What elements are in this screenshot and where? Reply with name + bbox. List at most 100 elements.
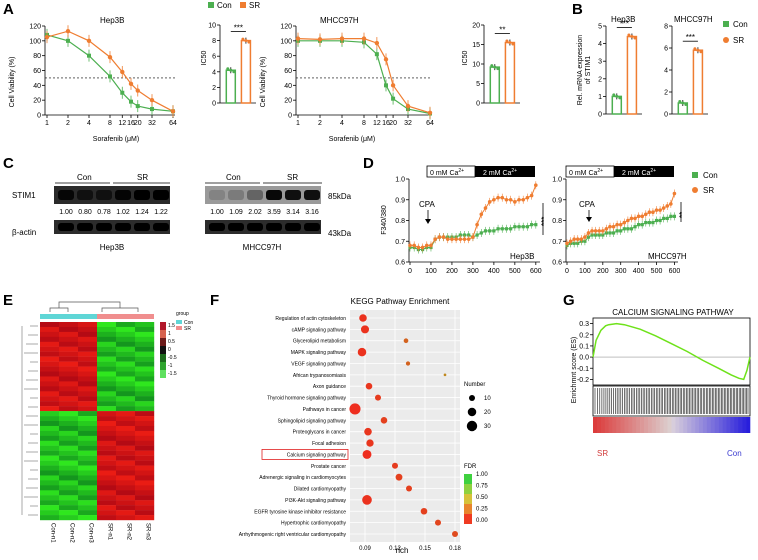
hep3b-blot-actin-band	[58, 223, 74, 231]
hep3b-ic50-ytick-label: 0	[212, 101, 216, 108]
hep3b-calcium-point-sr	[424, 243, 429, 248]
gsea-rank-gradient	[746, 417, 751, 433]
heatmap-cell	[135, 351, 155, 357]
kegg-size-legend-label: 20	[484, 410, 491, 416]
heatmap-cell	[59, 366, 79, 372]
blot-kda-85: 85kDa	[328, 192, 352, 201]
hep3b-viability-ytick-label: 0	[37, 113, 41, 120]
gsea-ylabel: Enrichmnt score (ES)	[571, 337, 578, 404]
mhcc-calcium-point-sr	[583, 235, 587, 239]
hep3b-calcium-xtick-label: 300	[467, 268, 479, 275]
kegg-fdr-label: 0.50	[476, 495, 488, 501]
kegg-pathway-label: EGFR tyrosine kinase inhibitor resistanc…	[254, 509, 346, 515]
gsea-rank-gradient	[636, 417, 641, 433]
heatmap-cell	[59, 505, 79, 511]
heatmap-cell	[135, 470, 155, 476]
heatmap-cell	[97, 490, 117, 496]
heatmap-cell	[59, 371, 79, 377]
hep3b-calcium-point-con	[462, 233, 467, 237]
heatmap-scale-label: 0.5	[168, 339, 175, 345]
heatmap-cell	[78, 480, 98, 486]
hep3b-blot-stim1-band	[58, 190, 74, 200]
heatmap-cell	[59, 381, 79, 387]
gsea-rank-gradient	[695, 417, 700, 433]
mhcc-calcium-point-con	[622, 227, 626, 231]
mhcc-blot-stim1-band	[266, 190, 282, 200]
mhcc-blot-actin-band	[247, 223, 263, 231]
panel-label-e: E	[3, 292, 13, 309]
gsea-rank-gradient	[663, 417, 668, 433]
hep3b-blot-actin-band	[96, 223, 112, 231]
heatmap-cell	[59, 421, 79, 427]
kegg-fdr-swatch	[464, 494, 472, 504]
heatmap-cell	[59, 515, 79, 521]
hep3b-ic50-ytick-label: 2	[212, 85, 216, 92]
gsea-rank-gradient	[671, 417, 676, 433]
hep3b-viability-point-sr	[86, 38, 92, 44]
hep3b-calcium-xtick-label: 400	[488, 268, 500, 275]
gsea-rank-gradient	[640, 417, 645, 433]
mhcc-calcium-point-con	[651, 220, 655, 225]
hep3b-calcium-ytick-label: 0.9	[395, 197, 405, 204]
hep-cpa-label: CPA	[419, 200, 436, 209]
heatmap-cell	[135, 495, 155, 501]
mhcc-calcium-point-sr	[586, 231, 591, 235]
heatmap-cell	[40, 455, 60, 461]
heatmap-cell	[97, 331, 117, 338]
hep3b-calcium-point-sr	[416, 245, 421, 250]
hep3b-blot-stim1-band	[115, 190, 131, 200]
mhcc-mrna-ytick-label: 6	[664, 46, 668, 53]
heatmap-cell	[97, 460, 117, 466]
hep-two-ca-text: 2 mM Ca2+	[483, 168, 517, 177]
heatmap-cell	[40, 505, 60, 511]
hep3b-calcium-point-sr	[517, 197, 521, 202]
hep3b-calcium-ytick-label: 0.8	[395, 218, 405, 225]
kegg-size-legend-dot	[466, 420, 478, 432]
heatmap-cell	[97, 505, 117, 511]
kegg-point	[364, 427, 372, 436]
legend-a-con-label: Con	[217, 1, 232, 10]
mhcc-ic50-sig-stars: **	[499, 26, 505, 35]
gsea-rank-gradient	[702, 417, 708, 433]
heatmap-cell	[97, 396, 117, 402]
kegg-pathway-label: Regulation of actin cytoskeleton	[275, 316, 346, 322]
mhcc-calcium-xtick-label: 100	[579, 268, 591, 275]
mhcc-calcium-point-con	[669, 214, 673, 218]
hep3b-calcium-point-con	[458, 233, 462, 237]
heatmap-cell	[59, 391, 79, 397]
mhcc-viability-xtick-label: 32	[404, 120, 412, 127]
hep3b-calcium-point-con	[496, 227, 500, 231]
mhcc-blot-stim1-value: 3.59	[267, 209, 281, 216]
heatmap-cell	[59, 445, 79, 451]
heatmap-cell	[78, 366, 98, 372]
mhcc-ic50-bar-dot	[511, 42, 515, 46]
gsea-rank-gradient	[738, 417, 743, 433]
heatmap-cell	[135, 322, 155, 328]
kegg-point	[391, 462, 399, 469]
hep3b-viability-xtick-label: 32	[148, 120, 156, 127]
heatmap-cell	[40, 341, 60, 347]
heatmap-group-sr-swatch	[176, 326, 182, 330]
heatmap-row-dendrogram	[21, 325, 38, 516]
gsea-rank-gradient	[608, 417, 613, 433]
hep3b-calcium-ytick-label: 0.7	[395, 239, 405, 246]
hep3b-viability-ytick-label: 40	[33, 83, 41, 90]
heatmap-cell	[40, 430, 60, 437]
hep-two-ca-box	[475, 166, 535, 177]
mhcc-ic50-bar-sr	[504, 41, 516, 104]
hep3b-viability-point-con	[66, 38, 70, 43]
kegg-point	[443, 373, 447, 377]
blot-mhcc-name: MHCC97H	[243, 243, 282, 252]
heatmap-cell	[78, 421, 98, 427]
kegg-fdr-label: 0.00	[476, 518, 488, 524]
mhcc-calcium-point-sr	[604, 227, 609, 231]
mhcc-mrna-bar-dot	[678, 100, 682, 103]
mhcc-blot-stim1-value: 1.00	[210, 209, 224, 216]
heatmap-cell	[78, 386, 98, 392]
kegg-pathway-label: Arrhythmogenic right ventricular cardiom…	[239, 532, 347, 538]
gsea-rank-gradient	[742, 417, 747, 433]
mhcc-calcium-point-sr	[568, 239, 573, 244]
heatmap-cell	[40, 336, 60, 342]
heatmap-cell	[59, 435, 79, 441]
kegg-pathway-label: Pathways in cancer	[303, 407, 347, 413]
